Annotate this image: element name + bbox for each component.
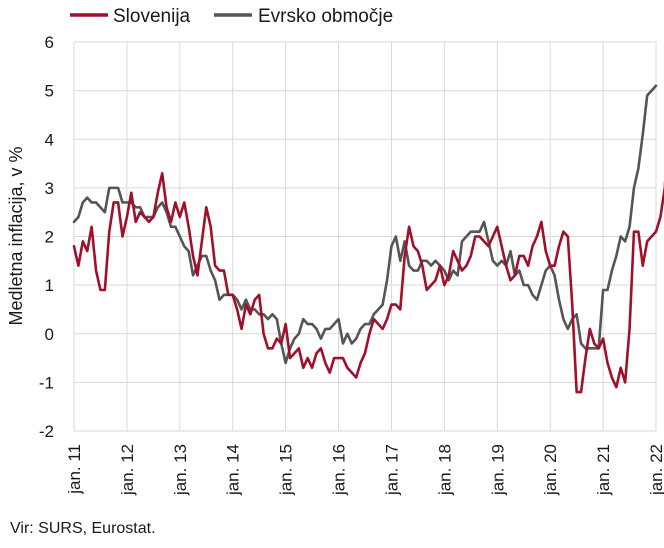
x-tick-label: jan. 17 [382, 444, 401, 496]
y-tick-label: 1 [45, 276, 54, 295]
y-tick-label: 3 [45, 179, 54, 198]
y-tick-label: -2 [39, 422, 54, 441]
series-line-slovenija [72, 171, 664, 394]
x-axis-ticks: jan. 11 jan. 12 jan. 13 jan. 14 jan. 15 jan. … [65, 444, 664, 496]
x-tick-label: jan. 16 [330, 444, 349, 496]
gridlines [73, 41, 657, 432]
legend-label-evrsko-obmocje: Evrsko območje [258, 6, 393, 27]
y-tick-label: 4 [45, 130, 54, 149]
y-axis-ticks: -2 -1 0 1 2 3 4 5 6 [39, 33, 54, 441]
y-tick-label: -1 [39, 373, 54, 392]
legend-label-slovenija: Slovenija [113, 6, 191, 27]
y-tick-label: 5 [45, 82, 54, 101]
x-tick-label: jan. 19 [488, 444, 507, 496]
x-tick-label: jan. 12 [118, 444, 137, 496]
x-tick-label: jan. 20 [541, 444, 560, 496]
series-lines [72, 84, 664, 394]
series-line-evrsko-obmocje [72, 84, 658, 365]
y-tick-label: 0 [45, 325, 54, 344]
x-tick-label: jan. 14 [224, 444, 243, 496]
x-tick-label: jan. 22 [647, 444, 664, 496]
source-note: Vir: SURS, Eurostat. [10, 520, 156, 537]
x-tick-label: jan. 11 [65, 444, 84, 495]
y-tick-label: 6 [45, 33, 54, 52]
x-tick-label: jan. 21 [594, 444, 613, 496]
y-axis-title: Medletna inflacija, v % [6, 146, 26, 325]
y-tick-label: 2 [45, 228, 54, 247]
x-tick-label: jan. 18 [435, 444, 454, 496]
x-tick-label: jan. 13 [171, 444, 190, 496]
legend: Slovenija Evrsko območje [70, 6, 393, 27]
x-tick-label: jan. 15 [277, 444, 296, 496]
